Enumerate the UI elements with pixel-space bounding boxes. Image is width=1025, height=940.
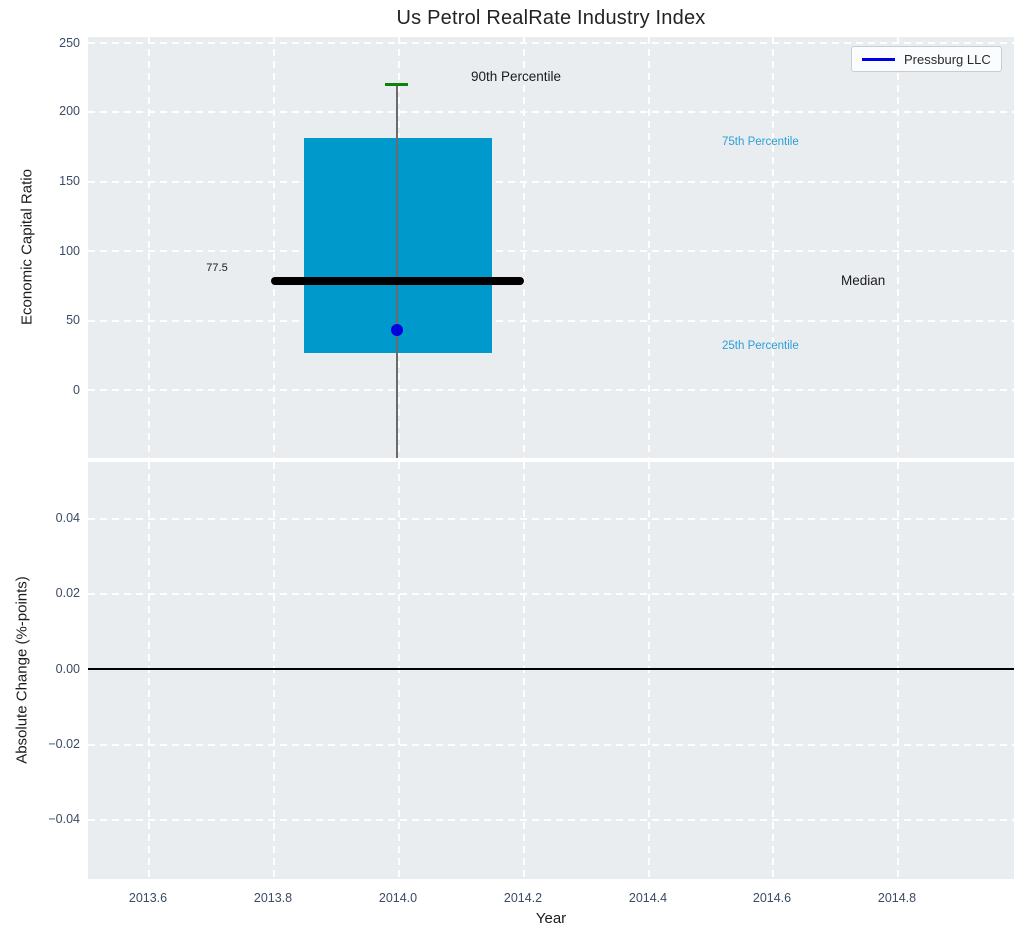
x-tick-label: 2014.2 xyxy=(503,891,543,905)
whisker-line xyxy=(396,84,398,458)
annotation-25th-percentile: 25th Percentile xyxy=(722,340,799,352)
gridline-h xyxy=(88,111,1014,113)
gridline-v xyxy=(273,37,275,458)
x-tick-label: 2014.4 xyxy=(628,891,668,905)
x-tick-label: 2013.8 xyxy=(253,891,293,905)
gridline-v xyxy=(148,37,150,458)
gridline-h xyxy=(88,320,1014,322)
gridline-h xyxy=(88,744,1014,746)
y-tick-label: 100 xyxy=(59,244,80,258)
gridline-v xyxy=(897,462,899,879)
gridline-h xyxy=(88,819,1014,821)
y-tick-label: −0.02 xyxy=(48,737,80,751)
gridline-v xyxy=(148,462,150,879)
gridline-h xyxy=(88,250,1014,252)
annotation-90th-percentile: 90th Percentile xyxy=(470,69,562,84)
median-line xyxy=(271,277,524,285)
gridline-h xyxy=(88,42,1014,44)
zero-line xyxy=(88,668,1014,670)
gridline-h xyxy=(88,181,1014,183)
y-axis-label-bottom: Absolute Change (%-points) xyxy=(13,576,31,764)
y-axis-label-top: Economic Capital Ratio xyxy=(18,169,36,325)
y-tick-label: 0 xyxy=(73,383,80,397)
annotation-median: Median xyxy=(841,273,886,288)
gridline-v xyxy=(523,37,525,458)
x-tick-label: 2014.8 xyxy=(877,891,917,905)
gridline-v xyxy=(398,462,400,879)
y-tick-label: 150 xyxy=(59,174,80,188)
y-tick-label: −0.04 xyxy=(48,812,80,826)
y-tick-label: 250 xyxy=(59,36,80,50)
x-tick-label: 2014.0 xyxy=(378,891,418,905)
gridline-v xyxy=(273,462,275,879)
gridline-v xyxy=(897,37,899,458)
legend: Pressburg LLC xyxy=(851,46,1002,72)
bottom-plot-area xyxy=(88,462,1014,879)
gridline-v xyxy=(772,37,774,458)
x-tick-label: 2013.6 xyxy=(128,891,168,905)
legend-line-sample-icon xyxy=(862,57,895,61)
y-tick-label: 50 xyxy=(66,313,80,327)
whisker-cap-90th xyxy=(385,83,408,86)
gridline-h xyxy=(88,518,1014,520)
gridline-v xyxy=(523,462,525,879)
gridline-v xyxy=(648,37,650,458)
annotation-median-value: 77.5 xyxy=(206,262,228,274)
y-tick-label: 0.02 xyxy=(55,586,80,600)
gridline-h xyxy=(88,389,1014,391)
gridline-v xyxy=(772,462,774,879)
gridline-h xyxy=(88,593,1014,595)
iqr-box xyxy=(304,138,492,353)
y-tick-label: 0.00 xyxy=(55,662,80,676)
gridline-v xyxy=(648,462,650,879)
annotation-75th-percentile: 75th Percentile xyxy=(722,136,799,148)
legend-label: Pressburg LLC xyxy=(904,51,991,67)
x-tick-label: 2014.6 xyxy=(752,891,792,905)
chart-title: Us Petrol RealRate Industry Index xyxy=(396,7,706,29)
top-plot-area: 90th Percentile 75th Percentile Median 2… xyxy=(88,37,1014,458)
y-tick-label: 0.04 xyxy=(55,511,80,525)
company-marker xyxy=(391,324,403,336)
x-axis-label: Year xyxy=(535,910,567,927)
y-tick-label: 200 xyxy=(59,104,80,118)
